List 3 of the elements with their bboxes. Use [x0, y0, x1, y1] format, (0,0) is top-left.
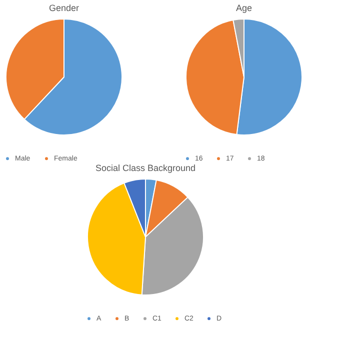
- chart-title: Age: [236, 3, 252, 13]
- chart-title: Gender: [48, 3, 80, 13]
- chart-title: Social Class Background: [95, 163, 196, 173]
